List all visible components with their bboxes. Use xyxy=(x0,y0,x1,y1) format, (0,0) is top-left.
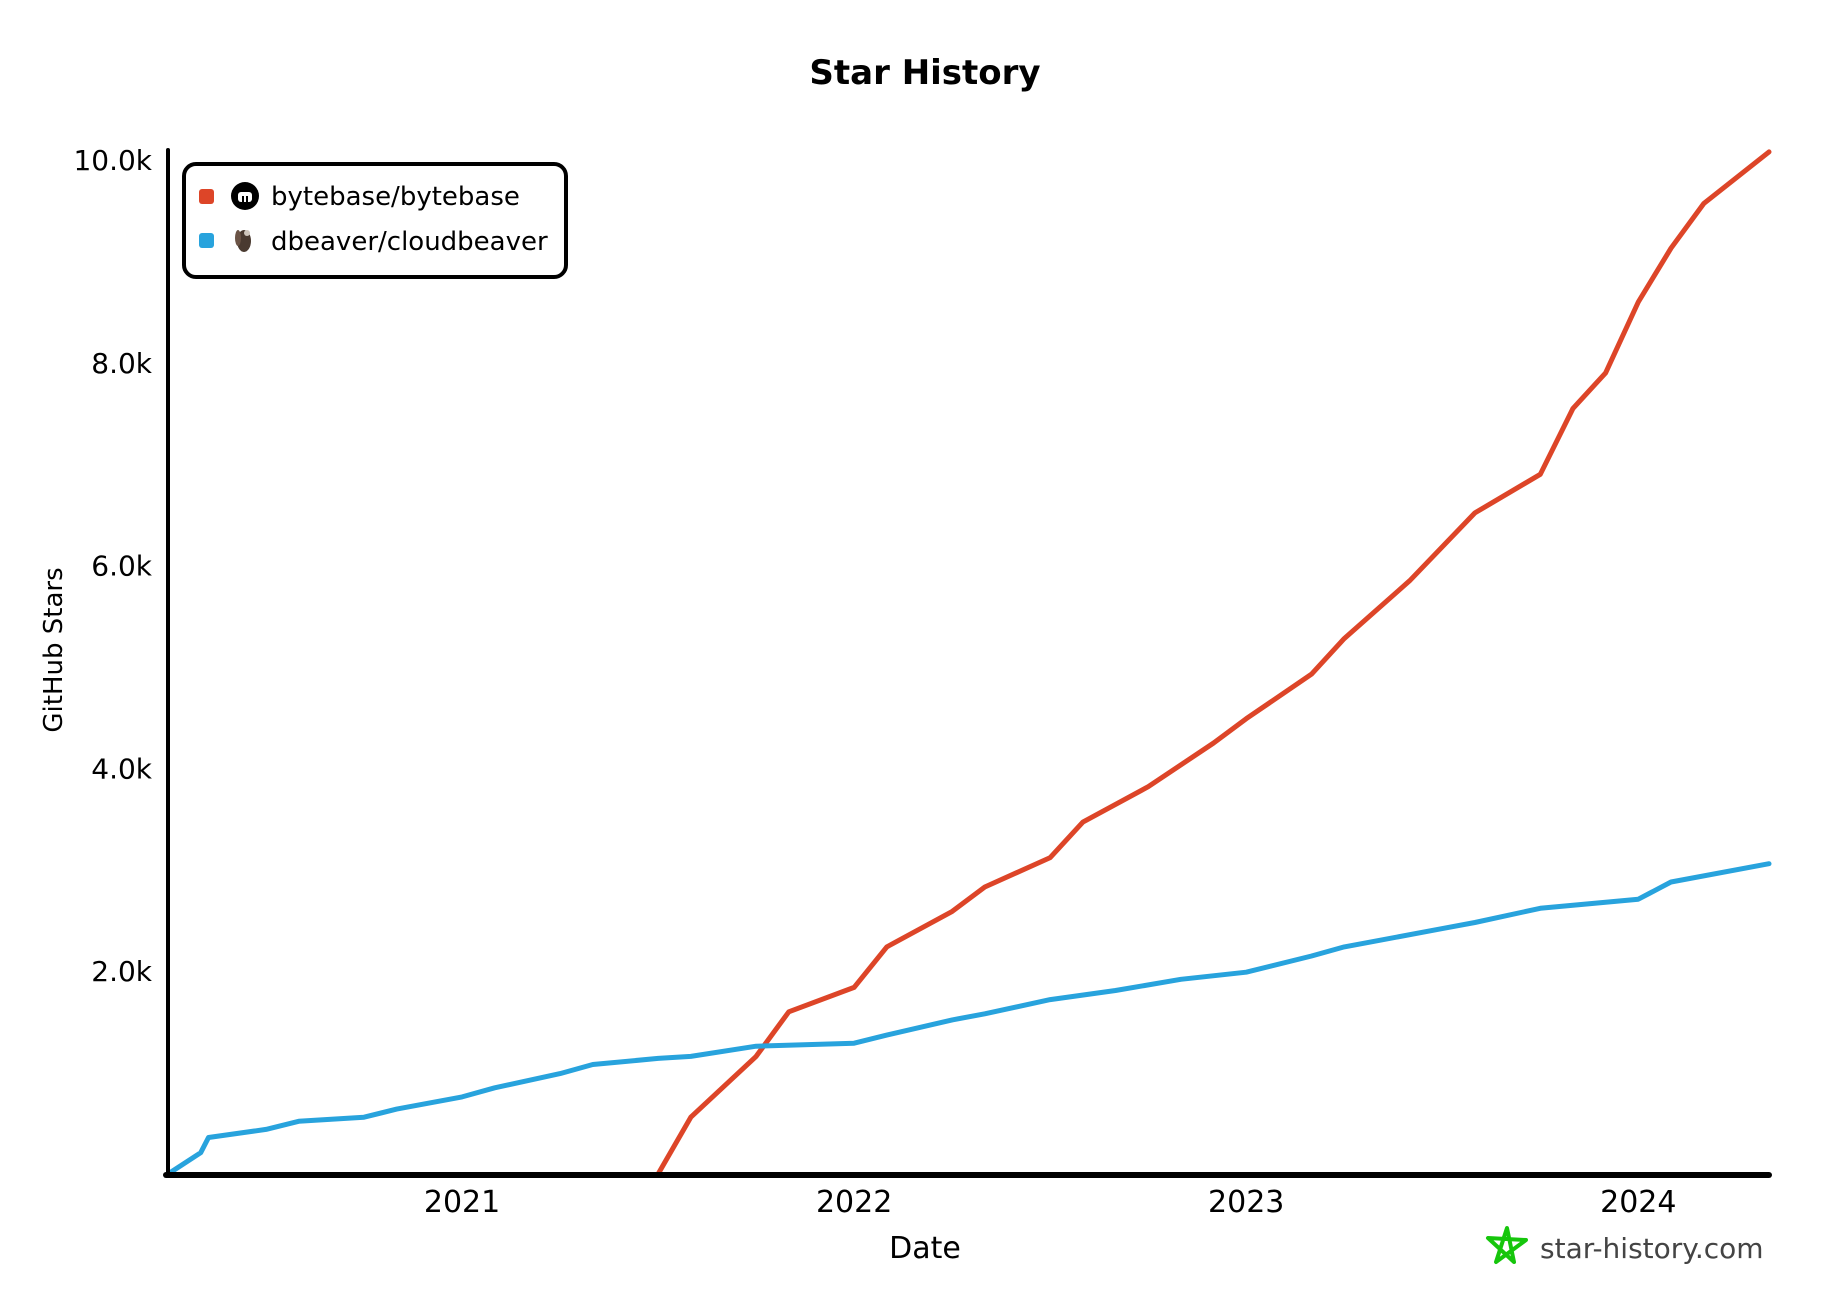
y-tick-label: 10.0k xyxy=(73,144,152,177)
series-layer xyxy=(165,149,1772,1177)
series-line-bytebase xyxy=(655,149,1772,1177)
y-tick-label: 2.0k xyxy=(91,955,153,988)
ticks-layer: 2021 2022 2023 2024 2.0k 4.0k 6.0k 8.0k 10.0k xyxy=(73,144,1676,1220)
y-tick-label: 4.0k xyxy=(91,752,153,785)
star-history-logo-icon xyxy=(1486,1226,1528,1264)
x-axis-label: Date xyxy=(889,1231,961,1266)
y-tick-label: 8.0k xyxy=(91,347,153,380)
legend: bytebase/bytebase dbeaver/cloudbeaver xyxy=(182,162,568,279)
x-tick-label: 2023 xyxy=(1208,1185,1284,1220)
legend-item-cloudbeaver[interactable]: dbeaver/cloudbeaver xyxy=(199,227,548,257)
legend-item-bytebase[interactable]: bytebase/bytebase xyxy=(199,182,520,212)
x-tick-label: 2024 xyxy=(1600,1185,1676,1220)
y-axis-label: GitHub Stars xyxy=(39,567,69,732)
x-tick-label: 2022 xyxy=(816,1185,892,1220)
watermark[interactable]: star-history.com xyxy=(1486,1226,1764,1265)
y-tick-label: 6.0k xyxy=(91,550,153,583)
beaver-icon xyxy=(235,230,251,252)
watermark-text: star-history.com xyxy=(1540,1232,1764,1265)
legend-box xyxy=(182,162,568,279)
chart-title: Star History xyxy=(809,53,1040,93)
legend-swatch-cloudbeaver xyxy=(199,233,214,248)
legend-swatch-bytebase xyxy=(199,189,214,204)
x-tick-label: 2021 xyxy=(424,1185,500,1220)
legend-label-cloudbeaver: dbeaver/cloudbeaver xyxy=(271,227,548,257)
series-line-cloudbeaver xyxy=(165,861,1772,1177)
github-icon xyxy=(231,182,259,210)
legend-label-bytebase: bytebase/bytebase xyxy=(271,182,520,212)
